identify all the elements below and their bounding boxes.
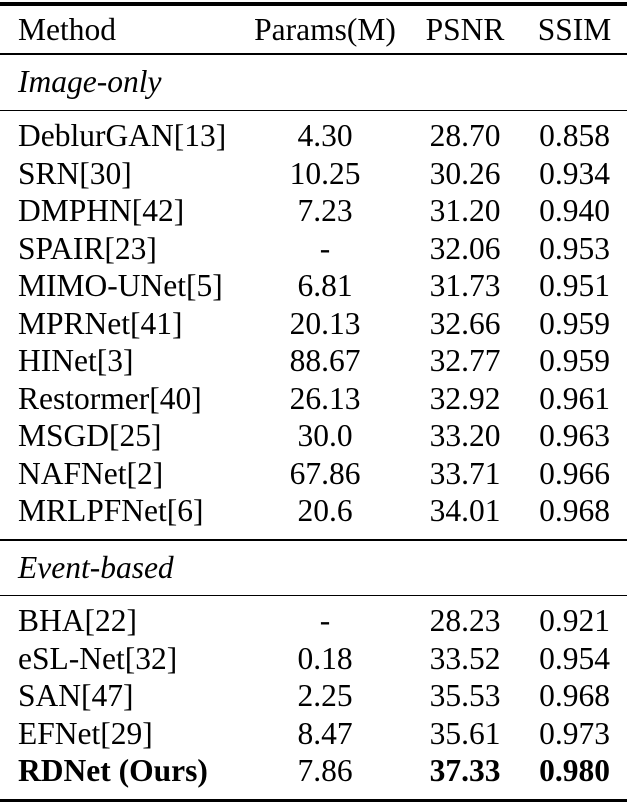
- psnr-cell: 35.61: [429, 715, 501, 751]
- params-cell: 67.86: [289, 455, 361, 491]
- ssim-cell: 0.940: [539, 193, 610, 229]
- method-cell: BHA[22]: [18, 603, 137, 639]
- table-row: MRLPFNet[6] 20.6 34.01 0.968: [0, 492, 627, 530]
- params-cell: 30.0: [297, 418, 353, 454]
- ssim-cell: 0.968: [539, 678, 610, 714]
- ssim-cell: 0.959: [539, 343, 610, 379]
- column-header-psnr: PSNR: [425, 11, 505, 47]
- table-row: eSL-Net[32] 0.18 33.52 0.954: [0, 640, 627, 678]
- params-cell: 26.13: [289, 380, 361, 416]
- table-row: Restormer[40] 26.13 32.92 0.961: [0, 380, 627, 418]
- section-label: Event-based: [18, 549, 174, 585]
- psnr-cell: 33.71: [429, 455, 501, 491]
- params-cell: 20.6: [297, 493, 353, 529]
- table-row: DMPHN[42] 7.23 31.20 0.940: [0, 192, 627, 230]
- params-cell: 88.67: [289, 343, 361, 379]
- table-row: SAN[47] 2.25 35.53 0.968: [0, 677, 627, 715]
- method-cell: MPRNet[41]: [18, 305, 183, 341]
- psnr-cell: 37.33: [429, 753, 501, 789]
- params-cell: 4.30: [297, 118, 353, 154]
- psnr-cell: 32.66: [429, 305, 501, 341]
- params-cell: 10.25: [289, 155, 361, 191]
- psnr-cell: 32.92: [429, 380, 501, 416]
- params-cell: -: [319, 230, 331, 266]
- method-cell: MSGD[25]: [18, 418, 162, 454]
- params-cell: 8.47: [297, 715, 353, 751]
- top-rule: [0, 2, 627, 6]
- section-rule: [0, 109, 627, 112]
- psnr-cell: 31.20: [429, 193, 501, 229]
- method-cell: MIMO-UNet[5]: [18, 268, 223, 304]
- section-label: Image-only: [18, 64, 162, 100]
- params-cell: 2.25: [297, 678, 353, 714]
- psnr-cell: 32.77: [429, 343, 501, 379]
- method-cell: HINet[3]: [18, 343, 134, 379]
- method-cell: SAN[47]: [18, 678, 134, 714]
- table-row: SPAIR[23] - 32.06 0.953: [0, 230, 627, 268]
- table-row: MSGD[25] 30.0 33.20 0.963: [0, 417, 627, 455]
- section-rule: [0, 594, 627, 597]
- ssim-cell: 0.921: [539, 603, 610, 639]
- ssim-cell: 0.961: [539, 380, 610, 416]
- column-header-ssim: SSIM: [537, 11, 612, 47]
- params-cell: -: [319, 603, 331, 639]
- ssim-cell: 0.959: [539, 305, 610, 341]
- column-header-method: Method: [18, 11, 116, 47]
- params-cell: 20.13: [289, 305, 361, 341]
- ssim-cell: 0.968: [539, 493, 610, 529]
- params-cell: 7.23: [297, 193, 353, 229]
- method-cell: NAFNet[2]: [18, 455, 164, 491]
- psnr-cell: 34.01: [429, 493, 501, 529]
- psnr-cell: 30.26: [429, 155, 501, 191]
- event-based-rowgroup: BHA[22] - 28.23 0.921 eSL-Net[32] 0.18 3…: [0, 596, 627, 799]
- psnr-cell: 33.20: [429, 418, 501, 454]
- bottom-rule: [0, 798, 627, 803]
- ssim-cell: 0.963: [539, 418, 610, 454]
- psnr-cell: 35.53: [429, 678, 501, 714]
- table-row: NAFNet[2] 67.86 33.71 0.966: [0, 455, 627, 493]
- ssim-cell: 0.858: [539, 118, 610, 154]
- table-row: EFNet[29] 8.47 35.61 0.973: [0, 715, 627, 753]
- ssim-cell: 0.953: [539, 230, 610, 266]
- method-cell: DMPHN[42]: [18, 193, 185, 229]
- table-row: SRN[30] 10.25 30.26 0.934: [0, 155, 627, 193]
- ssim-cell: 0.934: [539, 155, 610, 191]
- table-row-ours: RDNet (Ours) 7.86 37.33 0.980: [0, 752, 627, 790]
- table-row: BHA[22] - 28.23 0.921: [0, 602, 627, 640]
- method-cell: SRN[30]: [18, 155, 132, 191]
- psnr-cell: 31.73: [429, 268, 501, 304]
- method-cell: EFNet[29]: [18, 715, 153, 751]
- table-row: MIMO-UNet[5] 6.81 31.73 0.951: [0, 267, 627, 305]
- ssim-cell: 0.951: [539, 268, 610, 304]
- method-cell: Restormer[40]: [18, 380, 202, 416]
- method-cell: MRLPFNet[6]: [18, 493, 204, 529]
- method-cell: RDNet (Ours): [18, 753, 208, 789]
- params-cell: 0.18: [297, 640, 353, 676]
- table-header-row: Method Params(M) PSNR SSIM: [0, 6, 627, 54]
- method-cell: SPAIR[23]: [18, 230, 157, 266]
- column-header-params: Params(M): [254, 11, 396, 47]
- section-header-event-based: Event-based: [0, 541, 627, 595]
- header-rule: [0, 53, 627, 55]
- params-cell: 6.81: [297, 268, 353, 304]
- table-row: MPRNet[41] 20.13 32.66 0.959: [0, 305, 627, 343]
- psnr-cell: 33.52: [429, 640, 501, 676]
- ssim-cell: 0.966: [539, 455, 610, 491]
- psnr-cell: 32.06: [429, 230, 501, 266]
- ssim-cell: 0.980: [539, 753, 610, 789]
- method-cell: eSL-Net[32]: [18, 640, 178, 676]
- ssim-cell: 0.973: [539, 715, 610, 751]
- method-cell: DeblurGAN[13]: [18, 118, 227, 154]
- ssim-cell: 0.954: [539, 640, 610, 676]
- params-cell: 7.86: [297, 753, 353, 789]
- image-only-rowgroup: DeblurGAN[13] 4.30 28.70 0.858 SRN[30] 1…: [0, 111, 627, 539]
- section-header-image-only: Image-only: [0, 55, 627, 110]
- psnr-cell: 28.70: [429, 118, 501, 154]
- table-row: HINet[3] 88.67 32.77 0.959: [0, 342, 627, 380]
- table-row: DeblurGAN[13] 4.30 28.70 0.858: [0, 117, 627, 155]
- psnr-cell: 28.23: [429, 603, 501, 639]
- section-rule: [0, 538, 627, 541]
